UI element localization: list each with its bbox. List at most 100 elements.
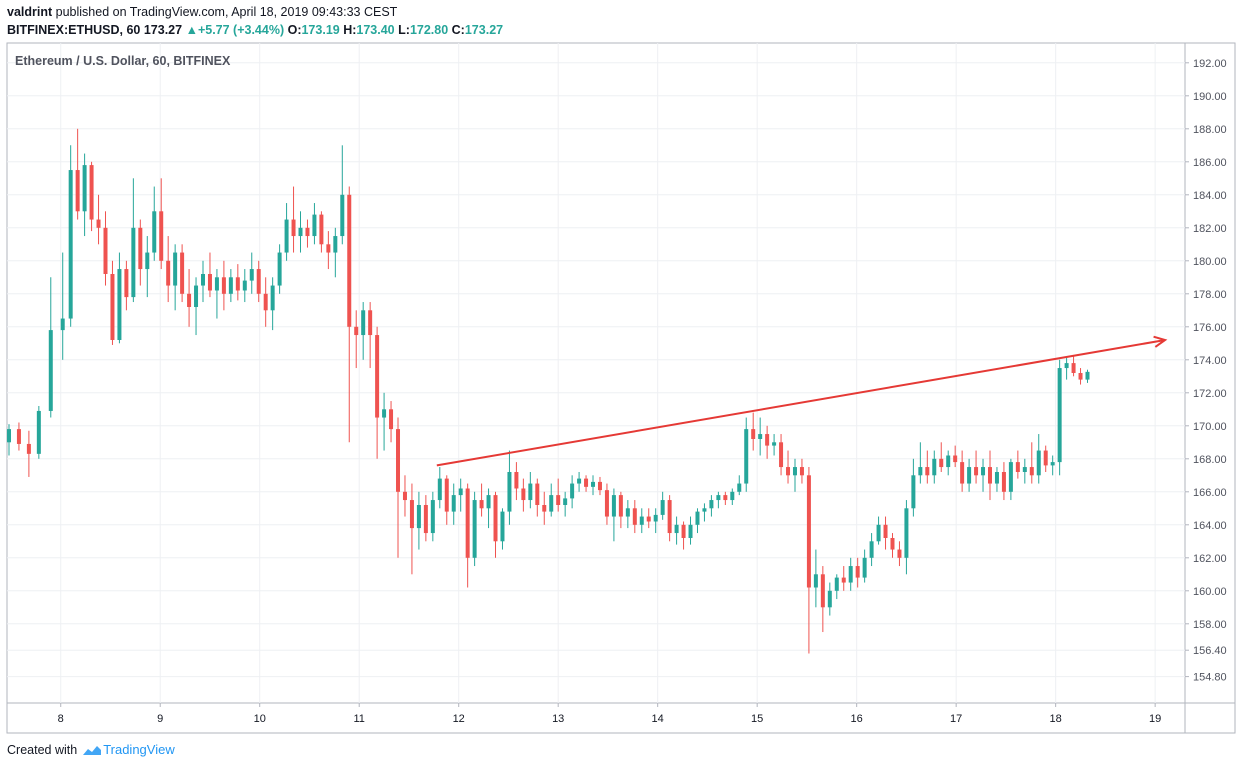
- candle-down: [291, 219, 296, 237]
- price-tick-label: 178.00: [1193, 289, 1227, 301]
- candle-down: [166, 260, 171, 286]
- candle-down: [667, 500, 672, 534]
- candle-up: [36, 410, 41, 454]
- symbol-label: BITFINEX:ETHUSD, 60: [7, 23, 141, 37]
- candle-up: [277, 252, 282, 286]
- chart-title: Ethereum / U.S. Dollar, 60, BITFINEX: [15, 54, 231, 68]
- candle-down: [375, 335, 380, 418]
- candle-up: [1064, 363, 1069, 369]
- candle-down: [103, 227, 108, 274]
- candle-down: [1001, 472, 1006, 492]
- publish-text: published on TradingView.com, April 18, …: [55, 5, 398, 19]
- candle-up: [994, 472, 999, 484]
- candle-down: [1015, 462, 1020, 472]
- candle-up: [1036, 450, 1041, 476]
- candle-up: [472, 500, 477, 558]
- candle-down: [96, 219, 101, 228]
- candle-down: [556, 495, 561, 505]
- candle-down: [779, 442, 784, 468]
- candle-down: [765, 434, 770, 446]
- candle-down: [305, 227, 310, 237]
- candle-up: [967, 467, 972, 484]
- candle-down: [974, 467, 979, 476]
- candle-up: [688, 524, 693, 538]
- time-tick-label: 17: [950, 713, 962, 725]
- candle-down: [207, 274, 212, 291]
- close-label: C:: [451, 23, 465, 37]
- price-tick-label: 164.00: [1193, 520, 1227, 532]
- up-triangle-icon: ▲: [185, 23, 198, 37]
- candle-down: [618, 495, 623, 517]
- trend-arrow-head: [1153, 335, 1168, 348]
- candle-up: [194, 285, 199, 307]
- candle-down: [646, 516, 651, 522]
- candle-down: [110, 274, 115, 340]
- candle-up: [674, 524, 679, 534]
- price-tick-label: 176.00: [1193, 322, 1227, 334]
- candle-up: [131, 227, 136, 298]
- ohlc-line: BITFINEX:ETHUSD, 60 173.27 ▲+5.77 (+3.44…: [7, 23, 503, 37]
- candle-up: [173, 252, 178, 286]
- candle-up: [152, 211, 157, 253]
- candle-up: [758, 434, 763, 439]
- time-axis[interactable]: 8 9 10 11 12 13 14 15 16 17 18 19: [58, 703, 1162, 725]
- candle-down: [925, 467, 930, 476]
- candle-up: [570, 483, 575, 499]
- price-tick-label: 192.00: [1193, 58, 1227, 70]
- price-tick-label: 180.00: [1193, 256, 1227, 268]
- candle-down: [799, 467, 804, 476]
- candle-up: [228, 277, 233, 294]
- price-tick-label: 156.40: [1193, 645, 1227, 657]
- time-tick-label: 16: [851, 713, 863, 725]
- candle-up: [563, 498, 568, 505]
- last-price: 173.27: [143, 23, 183, 37]
- time-tick-label: 10: [254, 713, 266, 725]
- created-with-text: Created with: [7, 742, 78, 757]
- candle-up: [904, 508, 909, 558]
- candle-up: [48, 330, 53, 411]
- candle-down: [409, 500, 414, 529]
- trend-line[interactable]: [436, 335, 1168, 467]
- candle-down: [960, 462, 965, 484]
- candle-up: [60, 318, 65, 331]
- candle-down: [681, 524, 686, 538]
- author-name[interactable]: valdrint: [7, 5, 53, 19]
- candle-down: [180, 252, 185, 294]
- candle-up: [716, 495, 721, 501]
- candle-down: [514, 472, 519, 489]
- candle-down: [1029, 467, 1034, 476]
- candle-up: [862, 557, 867, 578]
- candle-down: [159, 211, 164, 261]
- candle-down: [939, 458, 944, 468]
- price-tick-label: 154.80: [1193, 672, 1227, 684]
- chart-frame: [6, 42, 1236, 734]
- low-label: L:: [398, 23, 410, 37]
- candle-down: [444, 478, 449, 512]
- candle-down: [604, 490, 609, 517]
- candle-up: [848, 566, 853, 583]
- candle-down: [124, 269, 129, 298]
- candle-down: [1071, 363, 1076, 373]
- candle-up: [702, 508, 707, 512]
- candle-up: [1085, 371, 1090, 380]
- time-tick-label: 9: [157, 713, 163, 725]
- candle-up: [744, 429, 749, 484]
- candle-down: [221, 277, 226, 294]
- tradingview-logo[interactable]: TradingView: [81, 742, 175, 757]
- price-tick-label: 160.00: [1193, 586, 1227, 598]
- candle-down: [263, 293, 268, 311]
- candle-up: [876, 524, 881, 542]
- candle-down: [897, 549, 902, 558]
- price-axis[interactable]: 154.80 156.40 158.00 160.00 162.00 164.00 166.…: [1185, 58, 1227, 684]
- candle-up: [709, 500, 714, 509]
- price-tick-label: 166.00: [1193, 487, 1227, 499]
- trend-line-segment[interactable]: [436, 339, 1166, 467]
- candle-up: [653, 514, 658, 522]
- candle-down: [890, 538, 895, 550]
- candle-down: [89, 165, 94, 220]
- candle-down: [493, 495, 498, 542]
- candle-up: [1022, 467, 1027, 472]
- candle-up: [361, 310, 366, 336]
- price-tick-label: 186.00: [1193, 157, 1227, 169]
